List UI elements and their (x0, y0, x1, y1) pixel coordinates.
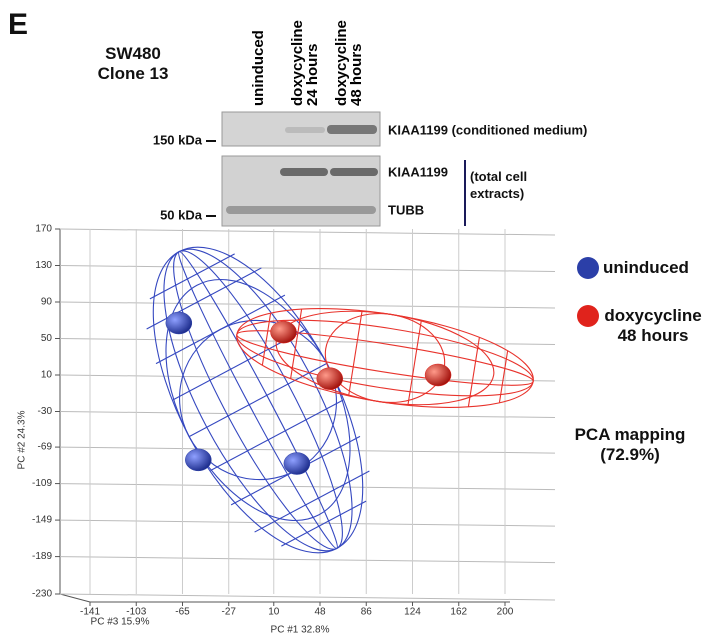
marker-label: 150 kDa (153, 132, 203, 147)
group-label: (total cell extracts) (470, 168, 560, 202)
lane-label: doxycycline 24 hours (290, 6, 320, 106)
grid-line (60, 375, 555, 381)
band (327, 125, 377, 134)
lane-label: doxycycline 48 hours (334, 6, 364, 106)
x-tick-label: 124 (404, 607, 421, 618)
legend-marker (577, 257, 599, 279)
x-tick-label: 162 (450, 607, 467, 618)
doxycycline-ellipsoid (230, 291, 540, 425)
y-axis-label: PC #2 24.3% (17, 410, 28, 469)
grid-line (60, 594, 555, 600)
x-tick-label: -65 (175, 607, 190, 618)
band-label: TUBB (388, 202, 424, 217)
data-point (271, 321, 297, 343)
grid-line (60, 447, 555, 453)
band (280, 168, 328, 176)
y-tick-label: -149 (32, 515, 52, 526)
band (226, 206, 376, 214)
band (330, 168, 378, 176)
x-tick-label: -103 (126, 607, 146, 618)
grid-line (60, 520, 555, 526)
blot-panel (222, 156, 380, 226)
y-tick-label: 50 (41, 333, 53, 344)
legend-label: uninduced (603, 258, 703, 278)
band (285, 127, 325, 133)
chart-title: PCA mapping (72.9%) (560, 425, 700, 465)
x-tick-label: 86 (361, 607, 373, 618)
y-tick-label: -230 (32, 589, 52, 600)
data-point (284, 453, 310, 475)
y-tick-label: -30 (38, 406, 53, 417)
grid-line (60, 302, 555, 308)
legend-label: doxycycline 48 hours (603, 306, 703, 346)
clone: Clone 13 (78, 64, 188, 83)
y-tick-label: -69 (38, 442, 53, 453)
floor-edge (60, 594, 90, 602)
x-tick-label: -27 (222, 607, 237, 618)
cell-line: SW480 (78, 44, 188, 63)
y-tick-label: 90 (41, 297, 53, 308)
x-tick-label: -141 (80, 607, 100, 618)
data-point (185, 449, 211, 471)
band-label: KIAA1199 (conditioned medium) (388, 122, 587, 137)
data-point (166, 312, 192, 334)
grid-line (60, 412, 555, 418)
y-tick-label: 170 (35, 224, 52, 235)
uninduced-ellipsoid (110, 215, 405, 585)
marker-label: 50 kDa (160, 207, 203, 222)
y-tick-label: -189 (32, 551, 52, 562)
y-tick-label: -109 (32, 478, 52, 489)
panel-label: E (8, 10, 28, 40)
x-axis-label: PC #1 32.8% (271, 625, 330, 636)
x-tick-label: 10 (268, 607, 280, 618)
page: {"panel_label": "E", "blot": {"cell_line… (0, 0, 706, 638)
legend-marker (577, 305, 599, 327)
x-tick-label: 48 (314, 607, 326, 618)
grid-line (60, 229, 555, 235)
grid-line (60, 266, 555, 272)
x-tick-label: 200 (497, 607, 514, 618)
grid-line (60, 557, 555, 563)
band-label: KIAA1199 (388, 164, 448, 179)
grid-line (60, 484, 555, 490)
lane-label: uninduced (251, 0, 266, 106)
data-point (317, 368, 343, 390)
data-point (425, 364, 451, 386)
y-tick-label: 130 (35, 260, 52, 271)
z-axis-label: PC #3 15.9% (91, 617, 150, 628)
y-tick-label: 10 (41, 370, 53, 381)
